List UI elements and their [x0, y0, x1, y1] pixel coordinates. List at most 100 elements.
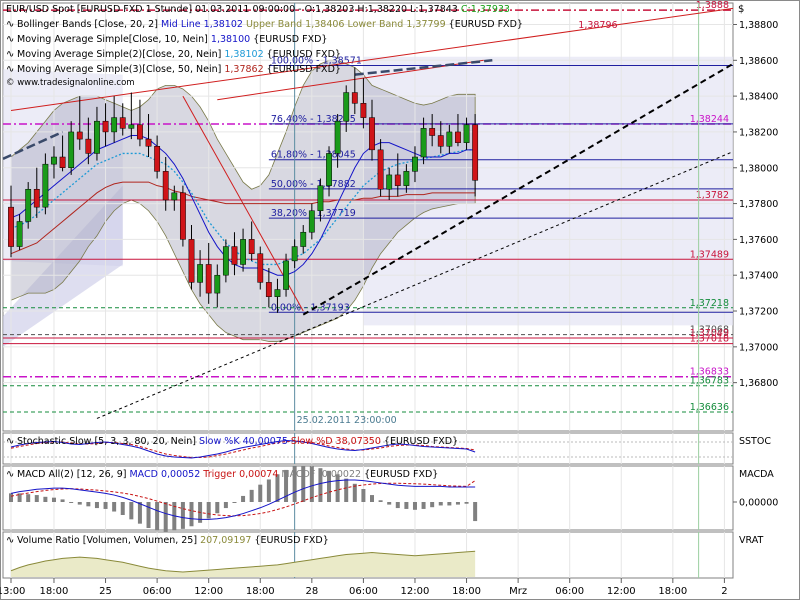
macd-histogram-bar: [9, 493, 13, 502]
symbol-info-part: EUR/USD Spot [EURUSD FXD 1 Stunde] 01.03…: [6, 4, 461, 15]
indicator-legend-part: {EURUSD FXD}: [253, 34, 327, 45]
symbol-info-line: EUR/USD Spot [EURUSD FXD 1 Stunde] 01.03…: [6, 4, 510, 15]
candle-up: [317, 185, 324, 211]
macd-histogram-bar: [318, 468, 323, 502]
candle-up: [343, 92, 350, 122]
candle: [420, 117, 427, 165]
y-tick-label: 1,38200: [739, 127, 778, 138]
macd-legend-part: {EURUSD FXD}: [364, 469, 438, 480]
candle: [351, 67, 358, 115]
indicator-legend-part: 1,37862: [224, 64, 266, 75]
candle: [59, 135, 66, 172]
macd-histogram-bar: [258, 484, 263, 502]
candle-up: [214, 274, 221, 294]
indicator-legend-line: Moving Average Simple(2)[Close, 20, Nein…: [17, 49, 341, 60]
vrat-panel-label: VRAT: [739, 535, 763, 546]
x-tick-label: 18:00: [658, 586, 687, 597]
candle: [102, 103, 109, 147]
macd-histogram-bar: [301, 465, 306, 502]
x-tick-label: 12:00: [194, 586, 223, 597]
candle-down: [429, 128, 436, 136]
candle: [291, 239, 298, 269]
candle: [137, 99, 143, 147]
candle: [16, 214, 23, 251]
fib-label: 100,00% - 1,38571: [271, 55, 362, 66]
candle: [308, 203, 315, 240]
candle: [437, 121, 444, 154]
indicator-legend-part: {EURUSD FXD}: [449, 19, 523, 30]
candle: [85, 117, 92, 165]
candle-down: [162, 171, 169, 201]
trendline-support-thin: [96, 151, 734, 419]
y-tick-label: 1,38600: [739, 56, 778, 67]
candle: [463, 117, 470, 150]
candle: [257, 246, 264, 290]
macd-histogram-bar: [206, 502, 211, 519]
candle: [25, 182, 32, 229]
indicator-icon: ∿: [6, 34, 14, 45]
macd-histogram-bar: [232, 502, 237, 503]
macd-histogram-bar: [309, 466, 314, 502]
vrat-legend-part: Volume Ratio [Volumen, Volumen, 25]: [17, 535, 200, 546]
fib-label: 61,80% - 1,38045: [271, 150, 356, 161]
candle-up: [386, 174, 393, 190]
stoch-panel-label: SSTOC: [739, 436, 771, 447]
candle-down: [455, 131, 461, 143]
candle-down: [248, 239, 255, 254]
y-tick-label: 1,38000: [739, 163, 778, 174]
macd-histogram-bar: [112, 502, 117, 512]
candle: [386, 167, 393, 200]
candle: [171, 185, 178, 211]
vrat-legend-part: {EURUSD FXD}: [254, 535, 328, 546]
x-tick-label: 06:00: [555, 586, 584, 597]
macd-histogram-bar: [266, 479, 271, 502]
macd-histogram-bar: [438, 502, 443, 506]
copyright-text: © www.tradesignalonline.com: [6, 78, 135, 88]
candle-up: [291, 246, 298, 262]
macd-histogram-bar: [163, 502, 168, 532]
candle-up: [25, 188, 32, 222]
indicator-icon: ∿: [6, 64, 14, 75]
macd-histogram-bar: [464, 502, 469, 504]
candle: [274, 278, 281, 313]
level-label: 1,37049: [690, 328, 729, 339]
macd-histogram-bar: [137, 502, 142, 524]
candle: [162, 157, 169, 211]
indicator-legend-part: Bollinger Bands [Close, 20, 2]: [17, 19, 161, 30]
macd-legend-part: MACD All(2) [12, 26, 9]: [17, 469, 129, 480]
candle: [33, 167, 40, 218]
currency-symbol: $: [738, 4, 744, 15]
candle: [231, 232, 238, 276]
candle-up: [222, 246, 229, 276]
macd-histogram-bar: [352, 483, 357, 502]
indicator-legend-part: {EURUSD FXD}: [267, 49, 341, 60]
shaded-channel-left: [3, 185, 123, 347]
fib-label: 0,00% - 1,37193: [271, 302, 350, 313]
level-label: 1,37218: [690, 298, 729, 309]
macd-histogram-bar: [327, 470, 332, 502]
macd-histogram-bar: [473, 502, 478, 522]
symbol-info-part: C:1,37933: [461, 4, 510, 15]
stoch-legend-part: {EURUSD FXD}: [384, 436, 458, 447]
candle-down: [231, 246, 238, 265]
candle-up: [16, 221, 23, 247]
trendline-dark-dashed-2: [354, 59, 493, 76]
vrat-area: [11, 551, 476, 577]
macd-histogram-bar: [421, 502, 426, 509]
x-tick-label: 06:00: [349, 586, 378, 597]
x-tick-label: 28: [305, 586, 318, 597]
level-label: 1,36833: [690, 367, 729, 378]
macd-histogram-bar: [86, 502, 91, 507]
candle-up: [171, 192, 178, 201]
candle-down: [437, 135, 444, 147]
candle: [317, 178, 324, 222]
candle: [154, 135, 161, 179]
macd-line: [10, 479, 476, 520]
candle-up: [308, 210, 315, 233]
indicator-legend-part: 1,38102: [224, 49, 266, 60]
macd-histogram-bar: [215, 502, 220, 514]
stoch-legend-part: Slow %K 40,00075: [199, 436, 291, 447]
indicator-legend-part: Lower Band 1,37799: [347, 19, 448, 30]
x-tick-label: 12:00: [401, 586, 430, 597]
